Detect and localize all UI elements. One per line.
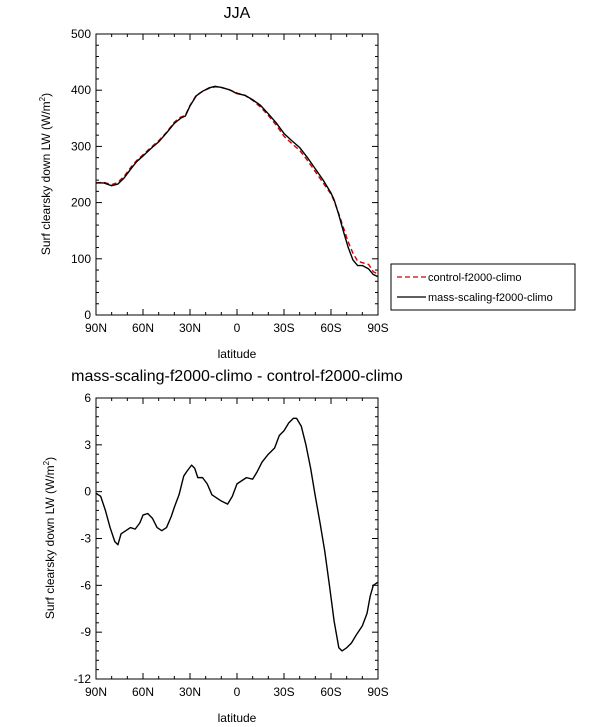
top-x-axis-label: latitude [218,347,257,361]
top-x-tick-label: 90S [367,321,388,335]
bottom-x-tick-label: 60N [132,685,154,699]
bottom-y-axis-label: Surf clearsky down LW (W/m2) [42,457,57,619]
bottom-plot-frame [95,397,379,680]
bottom-chart-title: mass-scaling-f2000-climo - control-f2000… [71,368,403,385]
bottom-x-tick-label: 30N [179,685,201,699]
top-chart: JJA 90N 60N 30N 0 30S 60S 90S 0 100 200 300 400 500… [38,5,576,361]
top-y-tick-label: 500 [71,27,91,41]
top-y-axis-label-sup: 2 [38,96,47,101]
bottom-y-tick-label: -6 [80,578,91,592]
bottom-ticks [95,397,379,680]
top-x-tick-labels: 90N 60N 30N 0 30S 60S 90S [85,321,389,335]
bottom-x-tick-label: 90N [85,685,107,699]
bottom-x-tick-label: 60S [320,685,341,699]
bottom-chart: mass-scaling-f2000-climo - control-f2000… [42,368,403,725]
top-ticks [95,33,379,316]
top-y-tick-labels: 0 100 200 300 400 500 [71,27,91,322]
top-y-tick-label: 0 [84,308,91,322]
bottom-x-tick-label: 30S [273,685,294,699]
top-plot-frame [95,33,379,316]
bottom-y-tick-label: 3 [84,438,91,452]
top-y-axis-label: Surf clearsky down LW (W/m2) [38,93,53,255]
bottom-y-axis-label-main: Surf clearsky down LW (W/m [43,465,57,619]
top-y-tick-label: 100 [71,252,91,266]
bottom-y-tick-label: -9 [80,625,91,639]
top-y-axis-label-close: ) [39,93,53,97]
bottom-x-axis-label: latitude [218,711,257,725]
bottom-y-tick-labels: -12 -9 -6 -3 0 3 6 [74,391,92,686]
legend-label-mass-scaling: mass-scaling-f2000-climo [428,292,553,304]
legend: control-f2000-climo mass-scaling-f2000-c… [390,263,576,311]
top-x-tick-label: 30N [179,321,201,335]
top-series-lines [95,85,379,278]
top-y-tick-label: 200 [71,196,91,210]
top-y-tick-label: 300 [71,139,91,153]
bottom-y-tick-label: 0 [84,485,91,499]
top-series-line-mass-scaling-f2000-climo [96,85,379,278]
bottom-y-axis-label-sup: 2 [42,460,51,465]
top-y-axis-label-main: Surf clearsky down LW (W/m [39,101,53,255]
top-x-tick-label: 90N [85,321,107,335]
legend-label-control: control-f2000-climo [428,272,522,284]
bottom-y-tick-label: 6 [84,391,91,405]
top-x-tick-label: 0 [234,321,241,335]
bottom-series-lines [95,417,379,652]
bottom-y-tick-label: -3 [80,532,91,546]
top-series-line-control-f2000-climo [95,86,379,275]
bottom-x-tick-label: 90S [367,685,388,699]
top-x-tick-label: 60S [320,321,341,335]
top-chart-title: JJA [224,5,251,22]
top-x-tick-label: 30S [273,321,294,335]
legend-box [390,263,576,311]
top-x-tick-label: 60N [132,321,154,335]
bottom-series-line-difference [95,417,379,652]
top-y-tick-label: 400 [71,83,91,97]
bottom-x-tick-labels: 90N 60N 30N 0 30S 60S 90S [85,685,389,699]
bottom-y-axis-label-close: ) [43,457,57,461]
bottom-y-tick-label: -12 [74,672,92,686]
bottom-x-tick-label: 0 [234,685,241,699]
